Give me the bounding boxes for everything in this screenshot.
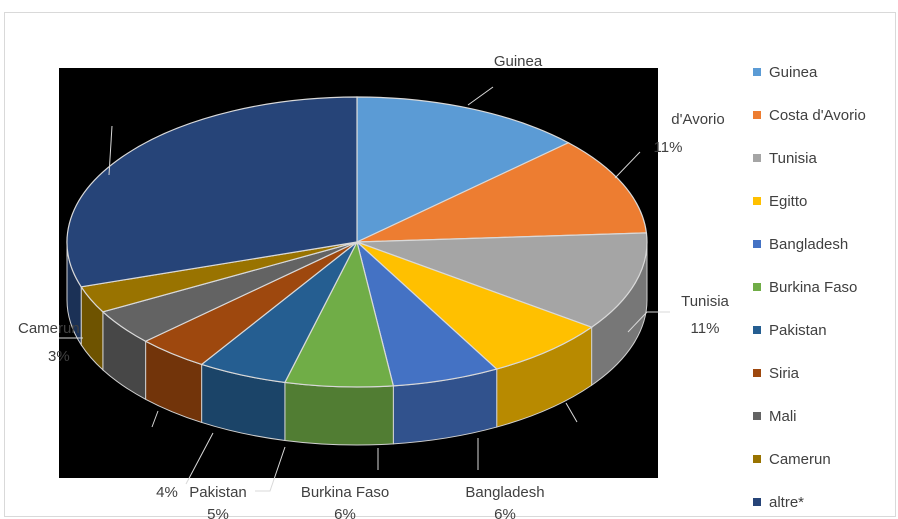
leader-line-tunisia (627, 311, 670, 333)
data-label-name-tunisia: Tunisia (681, 293, 729, 310)
legend-item-siria[interactable]: Siria (753, 363, 799, 383)
data-label-pct-costa-d-avorio: 11% (654, 139, 683, 156)
legend-swatch-tunisia (753, 154, 761, 162)
legend-label-burkina-faso: Burkina Faso (769, 278, 858, 296)
legend-item-tunisia[interactable]: Tunisia (753, 148, 817, 168)
legend-item-camerun[interactable]: Camerun (753, 449, 831, 469)
legend-item-egitto[interactable]: Egitto (753, 191, 807, 211)
legend-swatch-mali (753, 412, 761, 420)
legend-item-bangladesh[interactable]: Bangladesh (753, 234, 848, 254)
leader-line-altre (108, 125, 113, 176)
legend-label-mali: Mali (769, 407, 797, 425)
data-label-pct-tunisia: 11% (691, 320, 720, 337)
leader-line-costa-d-avorio (614, 151, 641, 179)
data-label-pct-siria: 4% (156, 484, 178, 501)
pie-side-burkina-faso (284, 381, 394, 446)
data-label-name-burkina-faso: Burkina Faso (301, 484, 389, 501)
legend-swatch-bangladesh (753, 240, 761, 248)
data-label-pct-bangladesh: 6% (494, 506, 516, 519)
pie-slice-guinea[interactable] (356, 96, 570, 243)
leader-line-mali (151, 410, 159, 428)
data-label-name-camerun: Camerun (18, 320, 80, 337)
data-label-pct-pakistan: 5% (207, 506, 229, 519)
data-label-name-pakistan: Pakistan (189, 484, 247, 501)
legend-swatch-egitto (753, 197, 761, 205)
legend-label-guinea: Guinea (769, 63, 818, 81)
legend-label-costa-d-avorio: Costa d'Avorio (769, 106, 866, 124)
legend-swatch-siria (753, 369, 761, 377)
legend-swatch-burkina-faso (753, 283, 761, 291)
legend-swatch-altre (753, 498, 761, 506)
pie-slice-egitto[interactable] (356, 241, 593, 370)
data-label-name-guinea: Guinea (494, 53, 543, 70)
legend-swatch-guinea (753, 68, 761, 76)
leader-line-pakistan (255, 446, 286, 492)
data-label-name-costa-d-avorio: d'Avorio (671, 111, 724, 128)
leader-line-guinea (467, 86, 494, 106)
legend-swatch-pakistan (753, 326, 761, 334)
legend-item-burkina-faso[interactable]: Burkina Faso (753, 277, 857, 297)
leader-line-siria (185, 432, 214, 485)
legend-item-guinea[interactable]: Guinea (753, 62, 817, 82)
legend-label-bangladesh: Bangladesh (769, 235, 849, 253)
data-label-name-bangladesh: Bangladesh (465, 484, 544, 501)
chart-frame (4, 12, 896, 517)
legend-label-pakistan: Pakistan (769, 321, 827, 339)
legend-label-siria: Siria (769, 364, 800, 382)
legend-item-altre[interactable]: altre* (753, 492, 804, 512)
legend-label-altre: altre* (769, 493, 805, 511)
pie-slice-altre[interactable] (66, 96, 358, 288)
legend-item-pakistan[interactable]: Pakistan (753, 320, 827, 340)
data-label-pct-burkina-faso: 6% (334, 506, 356, 519)
pie-slice-costa-d-avorio[interactable] (356, 142, 648, 243)
data-labels: Guinea d'Avorio 11% Tunisia 11% Bangladesh 6% B… (18, 53, 730, 519)
leader-line-egitto (565, 402, 578, 423)
legend-label-camerun: Camerun (769, 450, 831, 468)
legend-item-mali[interactable]: Mali (753, 406, 797, 426)
pie-slices (66, 96, 648, 388)
legend-label-tunisia: Tunisia (769, 149, 817, 167)
legend-swatch-costa-d-avorio (753, 111, 761, 119)
legend-swatch-camerun (753, 455, 761, 463)
pie-slice-tunisia[interactable] (356, 232, 648, 328)
legend-label-egitto: Egitto (769, 192, 808, 210)
data-label-pct-camerun: 3% (48, 348, 70, 365)
legend-item-costa-d-avorio[interactable]: Costa d'Avorio (753, 105, 866, 125)
